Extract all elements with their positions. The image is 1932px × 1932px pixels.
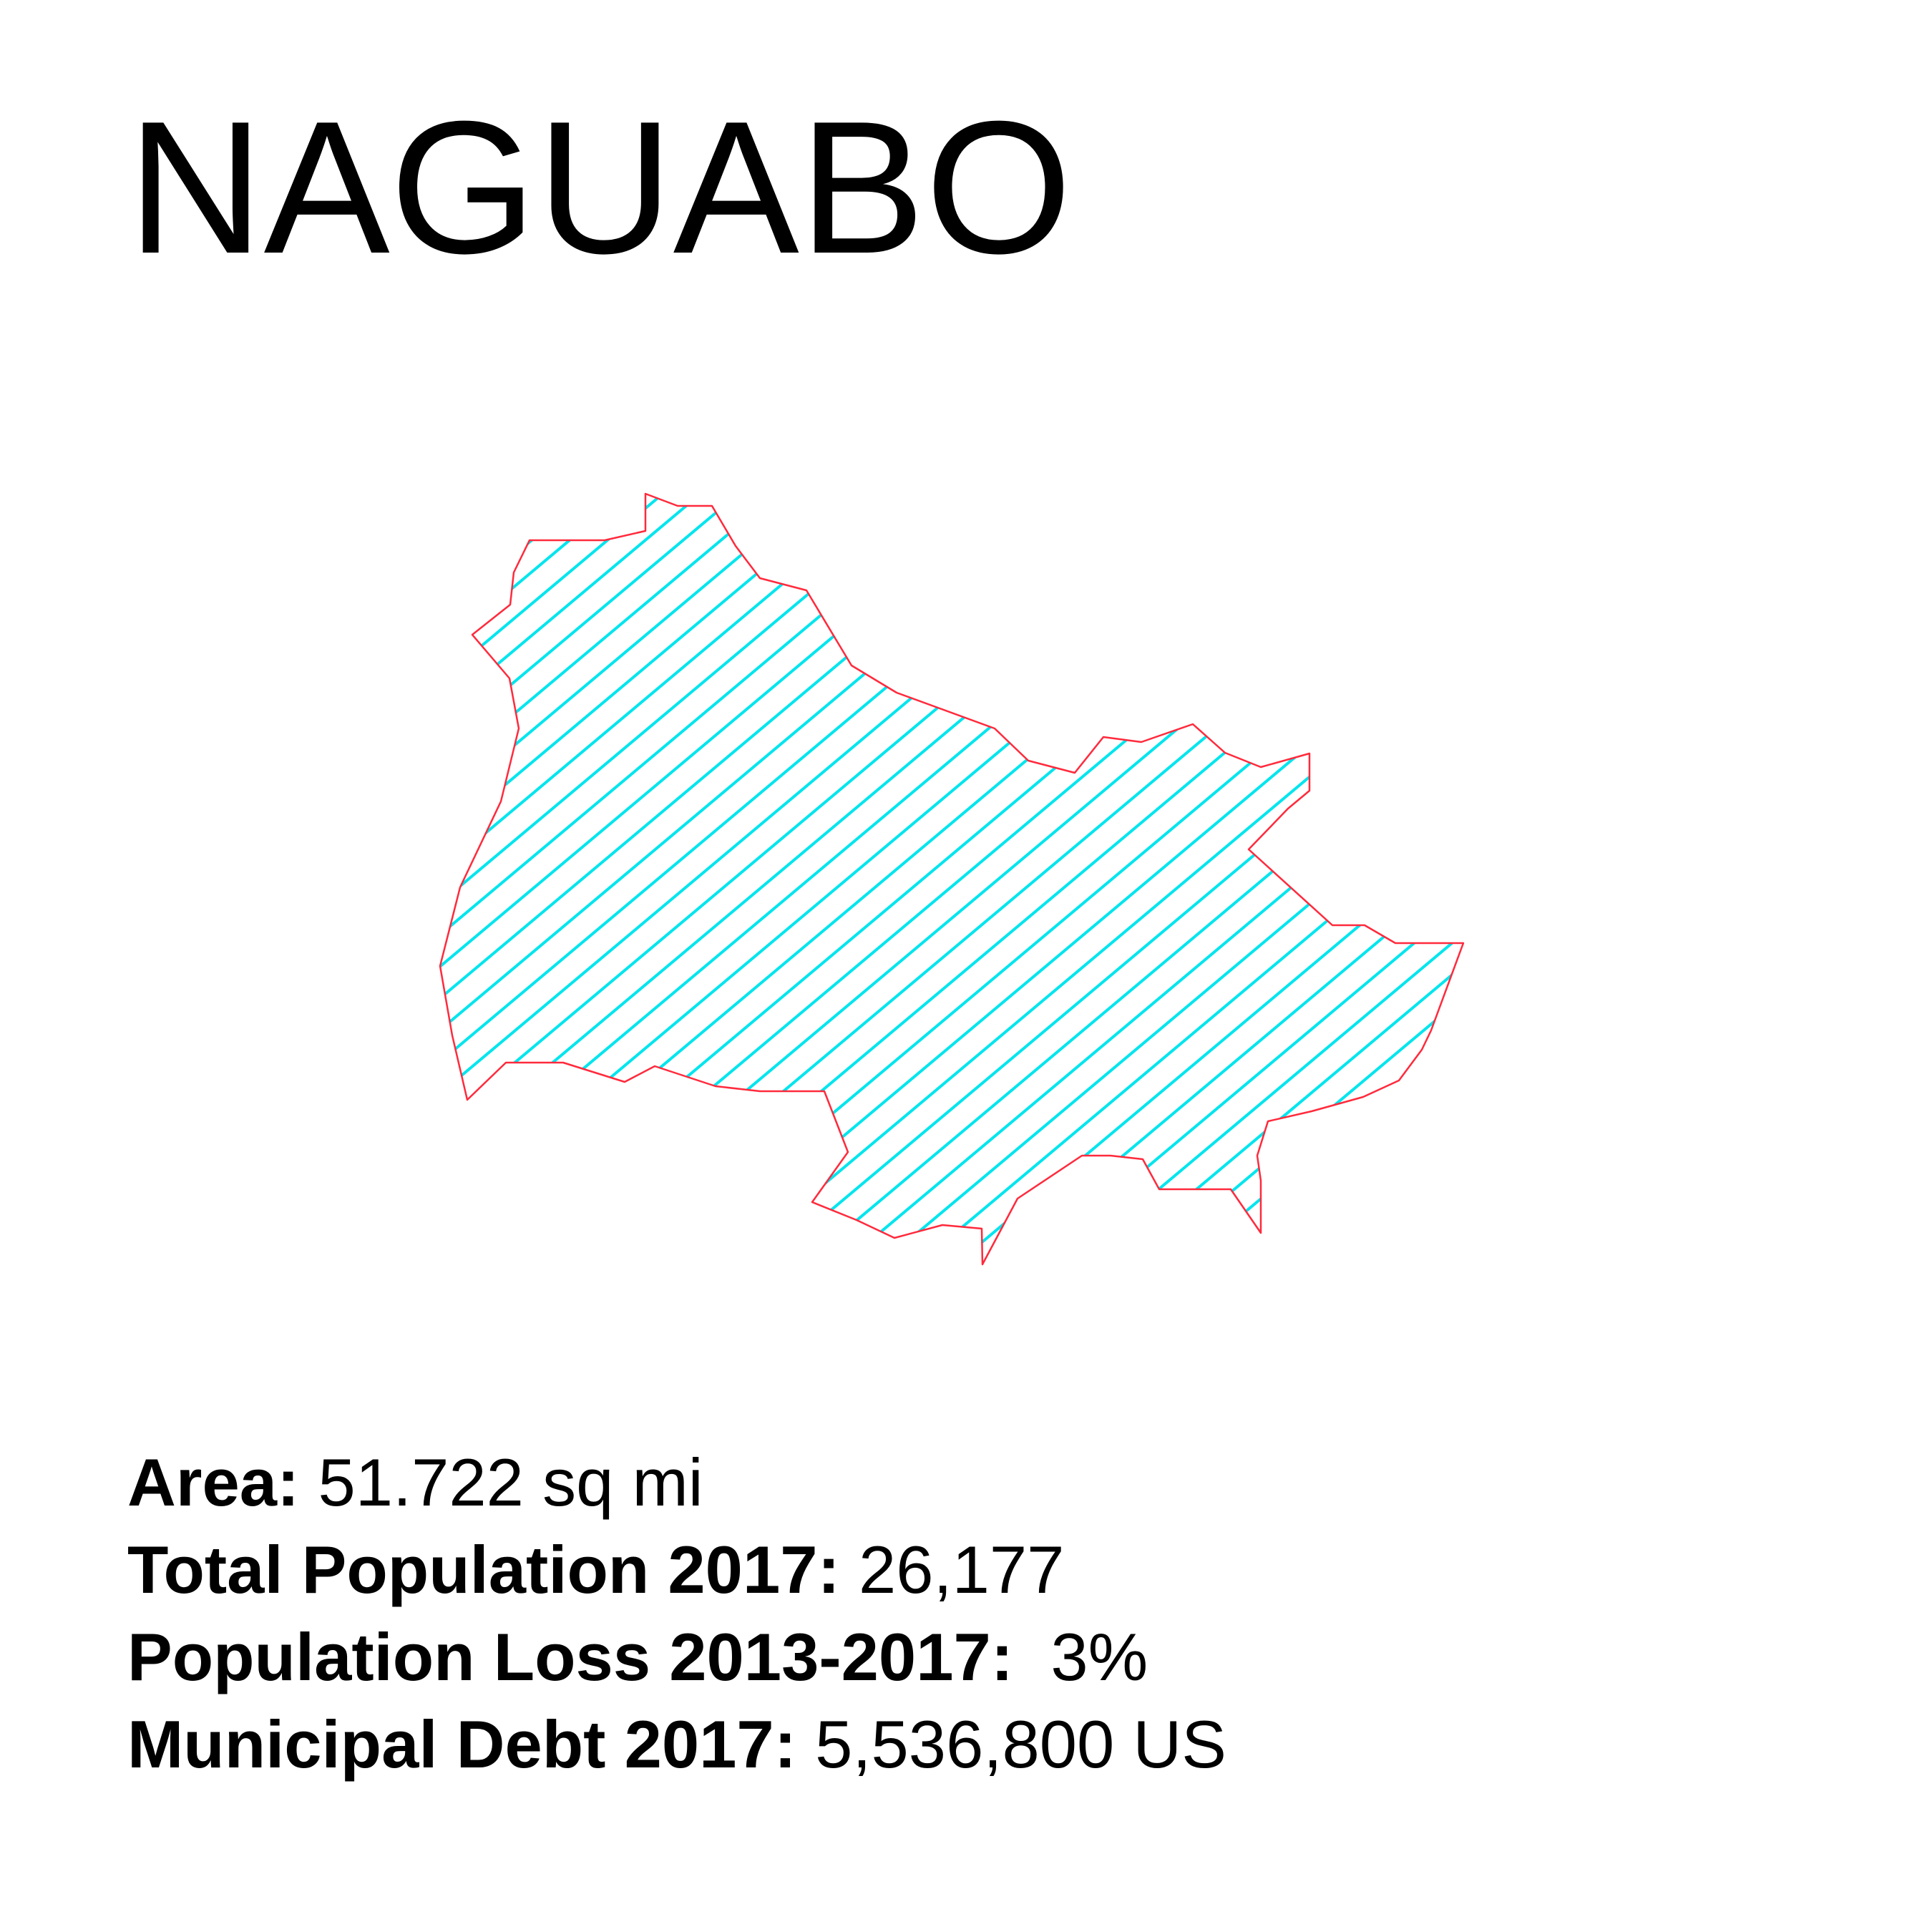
stat-municipal-debt: Municipal Debt 2017: 5,536,800 US	[127, 1711, 1226, 1798]
stat-total-population-value: 26,177	[858, 1532, 1065, 1607]
stat-total-population-label: Total Population 2017:	[127, 1532, 840, 1607]
stat-population-loss-value: 3%	[1032, 1619, 1148, 1694]
stat-total-population: Total Population 2017: 26,177	[127, 1536, 1226, 1624]
stats-panel: Area: 51.722 sq mi Total Population 2017…	[127, 1449, 1226, 1798]
stat-area-label: Area:	[127, 1445, 300, 1520]
stat-area-value: 51.722 sq mi	[318, 1445, 703, 1520]
stat-municipal-debt-value: 5,536,800 US	[815, 1707, 1227, 1782]
stat-population-loss-label: Population Loss 2013-2017:	[127, 1619, 1014, 1694]
naguabo-boundary	[439, 492, 1465, 1266]
municipality-title: NAGUABO	[127, 82, 1073, 293]
stat-municipal-debt-label: Municipal Debt 2017:	[127, 1707, 796, 1782]
stat-population-loss: Population Loss 2013-2017: 3%	[127, 1624, 1226, 1711]
stat-area: Area: 51.722 sq mi	[127, 1449, 1226, 1536]
